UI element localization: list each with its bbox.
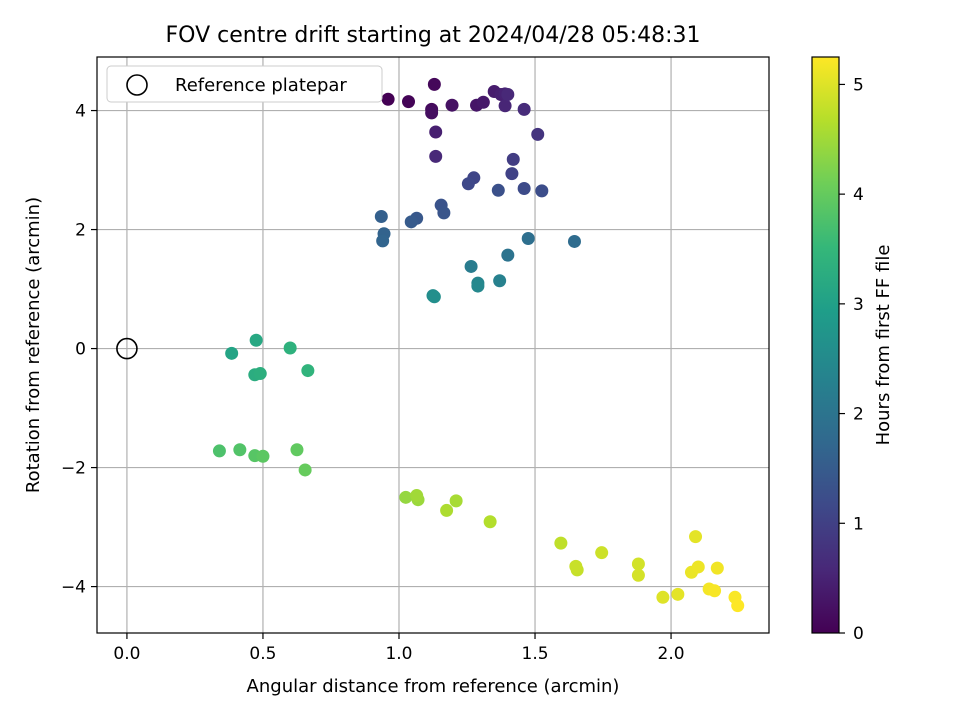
data-point: [567, 234, 581, 248]
data-point: [656, 590, 670, 604]
data-point: [212, 444, 226, 458]
data-point: [301, 364, 315, 378]
data-point: [249, 333, 263, 347]
data-points: [212, 77, 745, 613]
data-point: [554, 536, 568, 550]
chart-title: FOV centre drift starting at 2024/04/28 …: [166, 23, 701, 48]
legend-box: [106, 65, 383, 103]
plot-area: 0.0 0.5 1.0 1.5 2.0 −4 −2 0 2 4: [61, 56, 770, 664]
data-point: [290, 443, 304, 457]
data-point: [493, 274, 507, 288]
data-point: [710, 561, 724, 575]
data-point: [253, 367, 267, 381]
x-tick-label: 1.0: [385, 644, 412, 664]
data-point: [381, 92, 395, 106]
colorbar-ticks: 0 1 2 3 4 5: [839, 75, 864, 644]
data-point: [429, 125, 443, 139]
data-point: [402, 95, 416, 109]
data-point: [595, 546, 609, 560]
data-point: [425, 106, 439, 120]
y-axis-label: Rotation from reference (arcmin): [23, 197, 44, 493]
y-tick-label: −4: [61, 578, 86, 598]
colorbar-tick-label: 4: [853, 185, 864, 205]
reference-point: [116, 337, 138, 360]
data-point: [501, 248, 515, 262]
y-tick-label: −2: [61, 459, 86, 479]
colorbar-tick-label: 2: [853, 405, 864, 425]
x-axis-ticks: 0.0 0.5 1.0 1.5 2.0: [113, 633, 685, 664]
data-point: [491, 183, 505, 197]
y-tick-label: 4: [75, 102, 86, 122]
colorbar-tick-label: 5: [853, 75, 864, 95]
data-point: [427, 77, 441, 91]
data-point: [689, 530, 703, 544]
data-point: [517, 182, 531, 196]
data-point: [449, 494, 463, 508]
x-tick-label: 0.5: [249, 644, 276, 664]
data-point: [708, 584, 722, 598]
data-point: [399, 490, 413, 504]
data-point: [631, 568, 645, 582]
data-point: [498, 99, 512, 113]
data-point: [569, 559, 583, 573]
data-point: [376, 234, 390, 248]
y-axis-ticks: −4 −2 0 2 4: [61, 102, 97, 598]
colorbar-tick-label: 3: [853, 295, 864, 315]
data-point: [298, 463, 312, 477]
legend-entry: Reference platepar: [175, 75, 347, 96]
colorbar-frame: [811, 56, 840, 634]
data-point: [521, 231, 535, 245]
data-point: [404, 215, 418, 229]
data-point: [225, 346, 239, 360]
data-point: [437, 206, 451, 220]
x-tick-label: 1.5: [522, 644, 549, 664]
data-point: [283, 341, 297, 355]
data-point: [429, 149, 443, 163]
data-point: [631, 557, 645, 571]
data-point: [461, 177, 475, 191]
data-point: [505, 167, 519, 181]
legend: Reference platepar: [106, 65, 383, 103]
y-tick-label: 0: [75, 340, 86, 360]
colorbar-tick-label: 0: [853, 624, 864, 644]
data-point: [427, 290, 441, 304]
data-point: [374, 209, 388, 223]
colorbar: 0 1 2 3 4 5 Hours from first FF file: [811, 56, 894, 644]
data-point: [476, 95, 490, 109]
data-point: [471, 279, 485, 293]
data-point: [531, 127, 545, 141]
colorbar-tick-label: 1: [853, 514, 864, 534]
data-point: [691, 560, 705, 574]
data-point: [501, 87, 515, 101]
data-point: [464, 259, 478, 273]
x-axis-label: Angular distance from reference (arcmin): [247, 676, 620, 697]
data-point: [731, 599, 745, 613]
data-point: [233, 443, 247, 457]
data-point: [535, 184, 549, 198]
data-point: [440, 503, 454, 517]
data-point: [445, 98, 459, 112]
x-tick-label: 2.0: [658, 644, 685, 664]
plot-frame: [96, 56, 770, 634]
legend-marker: [126, 74, 148, 96]
data-point: [483, 515, 497, 529]
colorbar-label: Hours from first FF file: [873, 245, 894, 446]
y-tick-label: 2: [75, 221, 86, 241]
plot-background: [97, 57, 769, 633]
data-point: [256, 449, 270, 463]
data-point: [517, 102, 531, 116]
data-point: [506, 152, 520, 166]
colorbar-gradient: [812, 57, 839, 633]
grid: [97, 57, 769, 633]
x-tick-label: 0.0: [113, 644, 140, 664]
data-point: [410, 489, 424, 503]
data-point: [671, 587, 685, 601]
